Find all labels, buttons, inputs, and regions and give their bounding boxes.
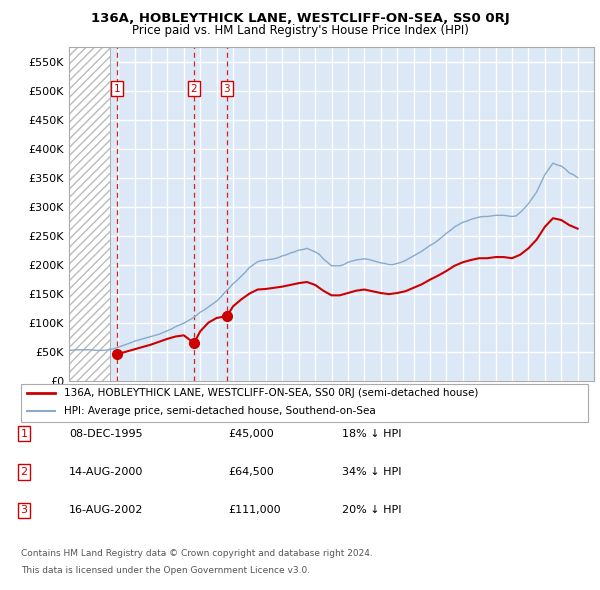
Text: 136A, HOBLEYTHICK LANE, WESTCLIFF-ON-SEA, SS0 0RJ (semi-detached house): 136A, HOBLEYTHICK LANE, WESTCLIFF-ON-SEA… [64, 388, 478, 398]
Bar [69, 47, 110, 381]
Text: 2: 2 [191, 84, 197, 94]
Text: £45,000: £45,000 [228, 429, 274, 438]
Text: 20% ↓ HPI: 20% ↓ HPI [342, 506, 401, 515]
Text: Price paid vs. HM Land Registry's House Price Index (HPI): Price paid vs. HM Land Registry's House … [131, 24, 469, 37]
Text: 1: 1 [114, 84, 121, 94]
Text: £64,500: £64,500 [228, 467, 274, 477]
Text: £111,000: £111,000 [228, 506, 281, 515]
Text: This data is licensed under the Open Government Licence v3.0.: This data is licensed under the Open Gov… [21, 566, 310, 575]
Text: 3: 3 [20, 506, 28, 515]
Text: Contains HM Land Registry data © Crown copyright and database right 2024.: Contains HM Land Registry data © Crown c… [21, 549, 373, 558]
Text: 14-AUG-2000: 14-AUG-2000 [69, 467, 143, 477]
Text: 1: 1 [20, 429, 28, 438]
Text: 3: 3 [224, 84, 230, 94]
FancyBboxPatch shape [21, 384, 588, 422]
Text: 34% ↓ HPI: 34% ↓ HPI [342, 467, 401, 477]
Text: 136A, HOBLEYTHICK LANE, WESTCLIFF-ON-SEA, SS0 0RJ: 136A, HOBLEYTHICK LANE, WESTCLIFF-ON-SEA… [91, 12, 509, 25]
Text: 2: 2 [20, 467, 28, 477]
Text: 16-AUG-2002: 16-AUG-2002 [69, 506, 143, 515]
Text: HPI: Average price, semi-detached house, Southend-on-Sea: HPI: Average price, semi-detached house,… [64, 406, 375, 416]
Text: 18% ↓ HPI: 18% ↓ HPI [342, 429, 401, 438]
Text: 08-DEC-1995: 08-DEC-1995 [69, 429, 143, 438]
